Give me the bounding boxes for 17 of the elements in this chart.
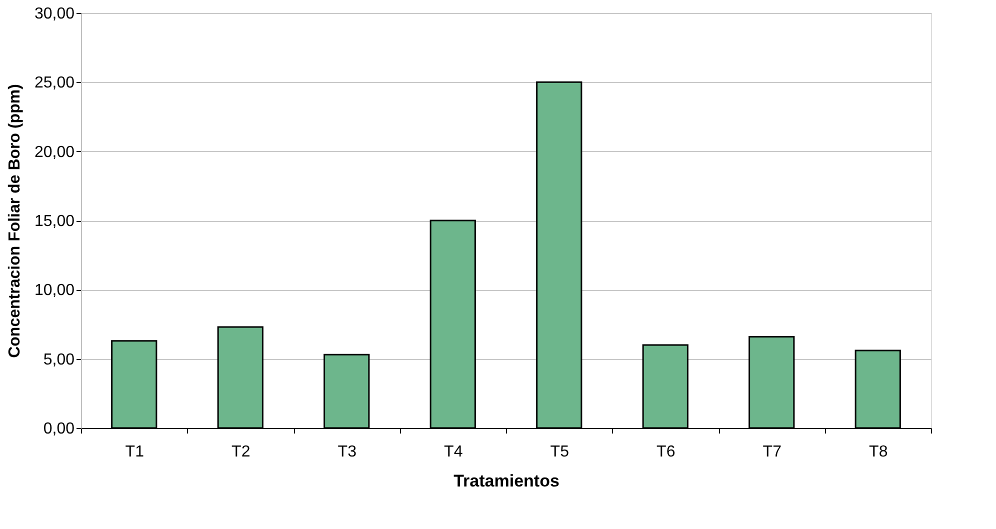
x-axis-title: Tratamientos bbox=[454, 472, 560, 490]
y-axis-title: Concentracion Foliar de Boro (ppm) bbox=[6, 84, 24, 358]
x-tick-label: T6 bbox=[656, 444, 676, 460]
y-tick-label: 30,00 bbox=[34, 6, 75, 22]
x-tick-label: T4 bbox=[444, 444, 463, 460]
y-tick-label: 25,00 bbox=[34, 74, 75, 92]
y-tick-label: 5,00 bbox=[43, 351, 75, 368]
x-tick-label: T2 bbox=[232, 444, 250, 460]
x-tick-label: T7 bbox=[762, 444, 782, 460]
y-tick-label: 20,00 bbox=[34, 144, 75, 161]
x-tick-label: T8 bbox=[869, 444, 888, 460]
y-tick-label: 15,00 bbox=[34, 213, 75, 230]
x-tick-label: T3 bbox=[338, 444, 357, 460]
y-tick-label: 0,00 bbox=[43, 420, 75, 438]
x-tick-label: T1 bbox=[125, 444, 144, 460]
x-tick-label: T5 bbox=[550, 444, 570, 460]
y-tick-label: 10,00 bbox=[34, 282, 75, 300]
